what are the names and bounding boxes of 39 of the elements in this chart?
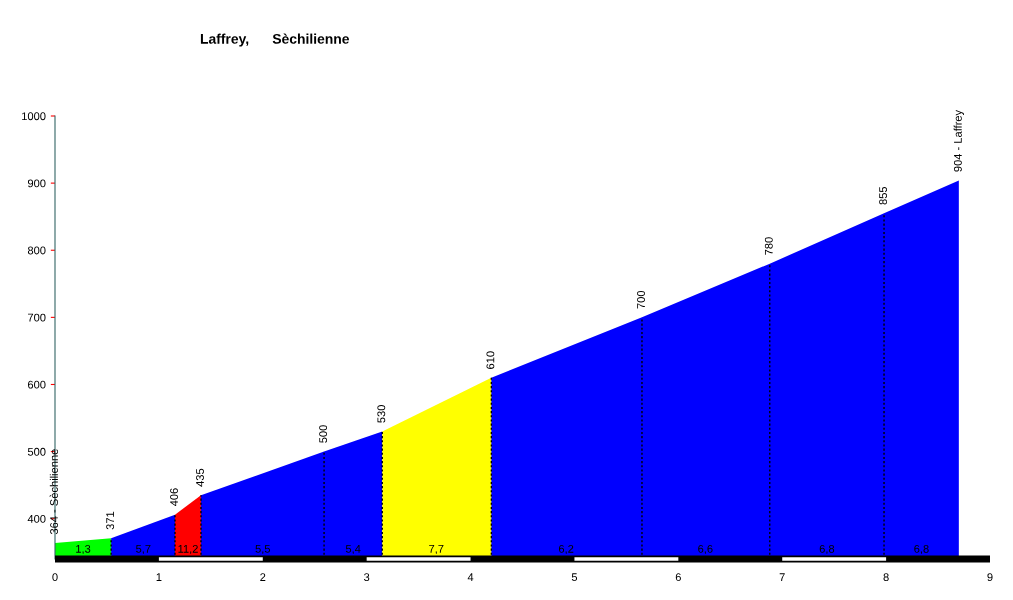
y-tick-label: 700	[28, 313, 46, 322]
y-tick-label: 500	[27, 447, 46, 456]
x-tick-label: 7	[779, 573, 785, 581]
y-tick-label: 600	[28, 380, 46, 389]
x-tick-label: 5	[571, 573, 578, 582]
x-tick-label: 3	[364, 573, 370, 582]
annotation: 406	[170, 488, 178, 507]
x-tick-label: 9	[987, 573, 993, 582]
x-tick-label: 8	[883, 573, 889, 582]
annotation: 1,3	[76, 544, 91, 555]
annotation: 6,8	[819, 544, 835, 555]
annotation: 7,7	[429, 545, 444, 555]
annotation: 5,4	[345, 545, 361, 555]
y-tick-label: 400	[27, 514, 46, 523]
x-tick-label: 0	[52, 573, 58, 582]
annotation: 371	[106, 511, 115, 530]
chart-title: Laffrey, Sèchilienne	[200, 33, 350, 47]
annotation: 6,6	[698, 544, 713, 555]
annotation: 364 - Sèchilienne	[49, 449, 58, 535]
annotation: 855	[879, 186, 888, 205]
annotation: 904 - Laffrey	[953, 109, 965, 172]
annotation: 6,2	[558, 544, 574, 555]
annotation: 11,2	[178, 544, 198, 555]
y-tick-label: 1000	[22, 112, 46, 121]
x-tick-label: 6	[675, 573, 681, 582]
annotation: 610	[486, 351, 495, 369]
x-tick-label: 2	[260, 573, 266, 581]
annotation: 6,8	[914, 544, 929, 555]
x-tick-label: 1	[156, 573, 162, 581]
annotation: 780	[764, 237, 773, 255]
annotation: 530	[377, 405, 386, 423]
x-tick-label: 4	[467, 573, 474, 581]
annotation: 5,5	[255, 545, 271, 555]
annotation: 700	[637, 290, 645, 309]
annotation: 5,7	[136, 545, 151, 555]
y-tick-label: 800	[27, 246, 46, 255]
annotation: 500	[319, 425, 328, 443]
annotation: 435	[196, 468, 204, 487]
y-tick-label: 900	[27, 179, 46, 188]
